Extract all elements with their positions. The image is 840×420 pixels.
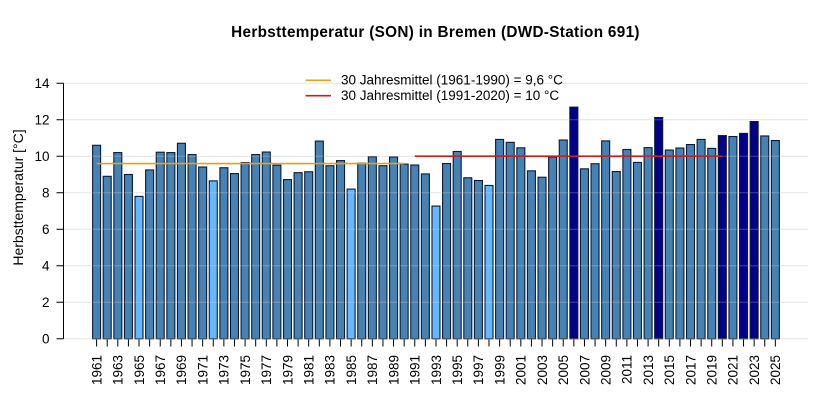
svg-text:2005: 2005 — [556, 355, 571, 385]
svg-text:2017: 2017 — [683, 355, 698, 385]
svg-text:2021: 2021 — [726, 355, 741, 385]
svg-text:4: 4 — [42, 259, 50, 274]
svg-text:6: 6 — [42, 222, 50, 237]
svg-text:Herbsttemperatur (SON) in Brem: Herbsttemperatur (SON) in Bremen (DWD-St… — [231, 24, 640, 41]
svg-text:12: 12 — [34, 113, 49, 128]
svg-text:1997: 1997 — [471, 355, 486, 385]
svg-text:14: 14 — [34, 76, 50, 91]
svg-text:2003: 2003 — [535, 355, 550, 385]
svg-text:1979: 1979 — [280, 355, 295, 385]
svg-text:1967: 1967 — [153, 355, 168, 385]
svg-text:1981: 1981 — [302, 355, 317, 385]
svg-text:1975: 1975 — [238, 355, 253, 385]
svg-text:1961: 1961 — [89, 355, 104, 385]
svg-text:1993: 1993 — [429, 355, 444, 385]
svg-text:2015: 2015 — [662, 355, 677, 385]
svg-text:1963: 1963 — [111, 355, 126, 385]
svg-text:10: 10 — [34, 149, 49, 164]
svg-text:2007: 2007 — [577, 355, 592, 385]
svg-text:1973: 1973 — [217, 355, 232, 385]
svg-text:1977: 1977 — [259, 355, 274, 385]
svg-text:30 Jahresmittel (1991-2020) =: 30 Jahresmittel (1991-2020) = 10 °C — [341, 88, 559, 103]
svg-text:1999: 1999 — [492, 355, 507, 385]
svg-text:0: 0 — [42, 332, 50, 347]
svg-text:2023: 2023 — [747, 355, 762, 385]
svg-text:8: 8 — [42, 186, 50, 201]
svg-text:2: 2 — [42, 295, 50, 310]
svg-text:2011: 2011 — [620, 355, 635, 384]
svg-text:1983: 1983 — [323, 355, 338, 385]
svg-text:1971: 1971 — [195, 355, 210, 385]
svg-text:1985: 1985 — [344, 355, 359, 385]
svg-text:2009: 2009 — [598, 355, 613, 385]
svg-text:30 Jahresmittel (1961-1990) =: 30 Jahresmittel (1961-1990) = 9,6 °C — [341, 73, 563, 88]
svg-text:1995: 1995 — [450, 355, 465, 385]
svg-text:1987: 1987 — [365, 355, 380, 385]
svg-text:1991: 1991 — [408, 355, 423, 385]
svg-text:1969: 1969 — [174, 355, 189, 385]
svg-text:1965: 1965 — [132, 355, 147, 385]
svg-text:1989: 1989 — [386, 355, 401, 385]
svg-text:2013: 2013 — [641, 355, 656, 385]
svg-text:2001: 2001 — [514, 355, 529, 385]
svg-text:2019: 2019 — [705, 355, 720, 385]
svg-text:Herbsttemperatur [°C]: Herbsttemperatur [°C] — [10, 129, 26, 265]
svg-text:2025: 2025 — [768, 355, 783, 385]
